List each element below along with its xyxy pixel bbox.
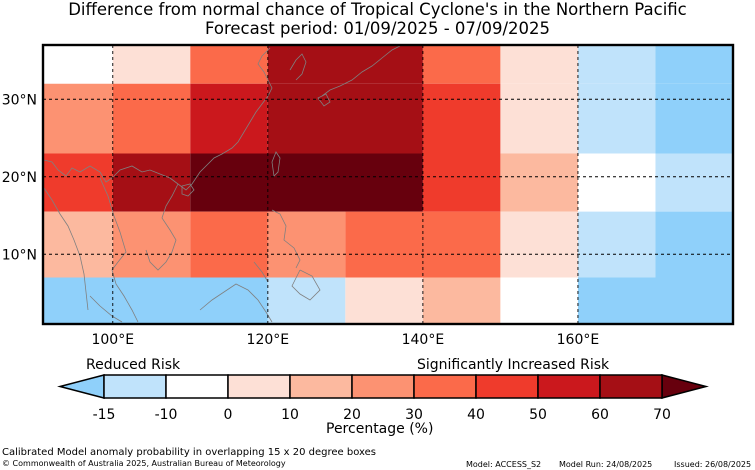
longitude-label: 100°E <box>91 332 134 348</box>
coastline-korea <box>289 53 307 81</box>
grid-cell <box>190 211 268 278</box>
grid-cell <box>43 211 113 278</box>
colorbar-tick-label: 60 <box>591 407 609 423</box>
coastline-hainan <box>181 183 195 197</box>
footer-model: Model: ACCESS_S2 <box>466 460 542 469</box>
coastline-philippines-luzon <box>271 209 301 269</box>
grid-cell <box>577 211 656 278</box>
grid-cell <box>422 277 501 324</box>
colorbar-axis-label: Percentage (%) <box>326 421 434 437</box>
colorbar-tick-label: 30 <box>405 407 423 423</box>
grid-cell <box>345 277 423 324</box>
grid-cell <box>267 83 423 154</box>
grid-cell <box>500 45 578 84</box>
coastline-vietnam <box>145 183 179 271</box>
grid-cell <box>655 211 733 278</box>
grid-cell <box>112 45 191 84</box>
grid-cell <box>577 153 656 212</box>
grid-cell <box>655 83 733 154</box>
footer-copyright: © Commonwealth of Australia 2025, Austra… <box>2 459 286 468</box>
colorbar-swatch <box>165 374 229 399</box>
grid-cell <box>190 45 268 84</box>
coastline-kyushu <box>317 93 331 107</box>
colorbar-swatch <box>475 374 539 399</box>
increased-risk-label: Significantly Increased Risk <box>417 357 610 373</box>
colorbar-swatch <box>351 374 415 399</box>
latitude-labels: 30°N 20°N 10°N <box>2 92 37 263</box>
colorbar-tick-label: -10 <box>154 407 178 423</box>
coastline-china <box>43 47 273 191</box>
coastline-burma <box>43 187 89 311</box>
latitude-label: 10°N <box>2 247 37 263</box>
grid-cell <box>500 83 578 154</box>
coastline-palawan <box>253 261 269 283</box>
grid-cell <box>43 83 113 154</box>
footer-model-run: Model Run: 24/08/2025 <box>559 460 653 469</box>
grid-cell <box>190 153 423 212</box>
colorbar-swatch <box>599 374 663 399</box>
grid-cell <box>655 153 733 212</box>
grid-cell <box>267 45 423 84</box>
coastline <box>43 45 401 323</box>
colorbar-tick-label: 10 <box>281 407 299 423</box>
grid-cell <box>190 83 268 154</box>
grid-cell <box>267 211 346 278</box>
coastline-sumatra <box>89 295 123 323</box>
colorbar-swatch <box>537 374 601 399</box>
chart-title-line2: Forecast period: 01/09/2025 - 07/09/2025 <box>204 19 551 38</box>
colorbar-over-arrow <box>661 374 709 399</box>
footer-issued: Issued: 26/08/2025 <box>674 460 752 469</box>
colorbar-swatch <box>227 374 291 399</box>
grid-cell <box>112 211 191 278</box>
colorbar-tick-label: -15 <box>92 407 116 423</box>
footer-description: Calibrated Model anomaly probability in … <box>2 447 377 458</box>
coastline-philippines-mindanao <box>291 269 321 301</box>
colorbar-swatch <box>289 374 353 399</box>
chart-title-line1: Difference from normal chance of Tropica… <box>68 0 687 19</box>
grid-cell <box>43 153 113 212</box>
coastline-taiwan <box>271 151 281 177</box>
map-frame <box>41 43 735 326</box>
coastline-borneo <box>199 283 273 323</box>
coastline-thailand-malaya <box>99 177 139 323</box>
grid-cell <box>112 83 191 154</box>
grid-cell <box>422 153 501 212</box>
grid-cell <box>43 277 268 324</box>
grid-cell <box>655 45 733 84</box>
reduced-risk-label: Reduced Risk <box>86 357 181 373</box>
grid-cell <box>577 277 733 324</box>
colorbar-swatch <box>103 374 167 399</box>
grid-cell <box>43 45 113 84</box>
latitude-label: 20°N <box>2 170 37 186</box>
colorbar-under-arrow <box>57 374 105 399</box>
graticule <box>43 45 733 324</box>
grid-cell <box>577 83 656 154</box>
colorbar-tick-label: 50 <box>529 407 547 423</box>
anomaly-grid <box>43 45 733 324</box>
longitude-label: 140°E <box>402 332 445 348</box>
latitude-label: 30°N <box>2 92 37 108</box>
colorbar-tick-label: 0 <box>223 407 233 423</box>
longitude-labels: 100°E 120°E 140°E 160°E <box>91 332 599 348</box>
grid-cell <box>577 45 656 84</box>
grid-cell <box>500 277 578 324</box>
grid-cell <box>422 45 501 84</box>
colorbar-tick-label: 40 <box>467 407 485 423</box>
colorbar-swatch <box>413 374 477 399</box>
grid-cell <box>500 211 578 278</box>
coastline-japan <box>321 45 401 97</box>
longitude-label: 160°E <box>557 332 600 348</box>
grid-cell <box>267 277 346 324</box>
grid-cell <box>112 153 191 212</box>
longitude-label: 120°E <box>247 332 290 348</box>
colorbar-tick-label: 70 <box>653 407 671 423</box>
colorbar <box>57 374 709 399</box>
grid-cell <box>422 83 501 154</box>
colorbar-tick-label: 20 <box>343 407 361 423</box>
grid-cell <box>500 153 578 212</box>
